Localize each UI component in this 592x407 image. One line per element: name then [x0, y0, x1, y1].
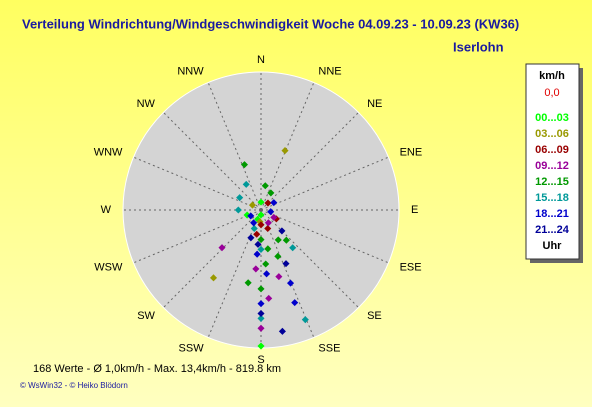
direction-line — [163, 112, 262, 211]
direction-line — [260, 209, 359, 308]
direction-label: ENE — [400, 147, 423, 159]
direction-line — [133, 156, 262, 211]
wind-point — [262, 260, 270, 268]
wind-point — [253, 250, 261, 258]
wind-point — [263, 270, 271, 278]
direction-label: SSE — [318, 342, 340, 354]
wind-point — [248, 201, 256, 209]
wind-point — [264, 245, 272, 253]
wind-point — [242, 180, 250, 188]
wind-point — [250, 219, 258, 227]
direction-label: NNE — [318, 65, 341, 77]
footer-stats: 168 Werte - Ø 1,0km/h - Max. 13,4km/h - … — [33, 363, 281, 375]
wind-point — [257, 245, 265, 253]
wind-point — [257, 324, 265, 332]
legend-label: 18...21 — [535, 208, 569, 220]
wind-point — [278, 327, 286, 335]
wind-point — [270, 199, 278, 207]
legend-label: 12...15 — [535, 176, 569, 188]
legend-label: 00...03 — [535, 112, 569, 124]
direction-label: NNW — [177, 65, 204, 77]
wind-point — [289, 244, 297, 252]
chart-subtitle: Iserlohn — [453, 39, 504, 54]
wind-point — [264, 219, 272, 227]
direction-label: WSW — [94, 261, 123, 273]
direction-label: SE — [367, 310, 382, 322]
direction-label: SW — [137, 310, 155, 322]
wind-point — [253, 230, 261, 238]
legend-label: 06...09 — [535, 144, 569, 156]
wind-point — [244, 279, 252, 287]
wind-point — [264, 199, 272, 207]
wind-point — [252, 265, 260, 273]
direction-label: WNW — [94, 147, 123, 159]
direction-label: E — [411, 204, 418, 216]
legend-title: km/h — [539, 70, 565, 82]
wind-point — [257, 211, 265, 219]
legend-label: 03...06 — [535, 128, 569, 140]
chart-title: Verteilung Windrichtung/Windgeschwindigk… — [22, 16, 519, 31]
wind-point — [291, 299, 299, 307]
wind-point — [234, 206, 242, 214]
wind-point — [261, 182, 269, 190]
wind-point — [278, 227, 286, 235]
direction-label: SSW — [179, 342, 205, 354]
direction-label: W — [101, 204, 112, 216]
direction-line — [163, 209, 262, 308]
direction-line — [260, 112, 359, 211]
legend-label: 09...12 — [535, 160, 569, 172]
wind-point — [301, 316, 309, 324]
direction-label: S — [257, 354, 264, 366]
legend-label: 15...18 — [535, 192, 569, 204]
wind-point — [287, 279, 295, 287]
wind-point — [257, 221, 265, 229]
wind-point — [275, 273, 283, 281]
direction-label: ESE — [400, 261, 422, 273]
wind-point — [250, 224, 258, 233]
direction-label: NW — [137, 98, 156, 110]
wind-point — [282, 260, 290, 268]
wind-point — [257, 236, 265, 244]
wind-point — [257, 309, 265, 318]
legend-label: 21...24 — [535, 224, 570, 236]
wind-point — [240, 161, 249, 169]
wind-point — [281, 147, 289, 155]
legend-calm: 0,0 — [544, 87, 559, 99]
wind-point — [209, 274, 218, 282]
wind-point — [236, 194, 244, 202]
copyright: © WsWin32 - © Heiko Blödorn — [20, 381, 128, 390]
wind-point — [267, 189, 275, 197]
legend-box — [525, 63, 580, 260]
wind-point — [257, 300, 265, 308]
wind-point — [257, 285, 265, 293]
wind-point — [257, 314, 265, 322]
wind-point — [274, 236, 282, 244]
wind-point — [264, 224, 272, 233]
direction-line — [133, 209, 262, 264]
wind-point — [254, 240, 262, 248]
wind-point — [257, 342, 265, 350]
wind-point — [247, 234, 255, 242]
wind-point — [270, 213, 278, 221]
wind-point — [218, 244, 226, 252]
direction-label: N — [257, 54, 265, 66]
wind-point — [274, 252, 282, 260]
direction-label: NE — [367, 98, 382, 110]
wind-point — [267, 208, 275, 216]
wind-point — [265, 294, 273, 302]
wind-point — [257, 198, 265, 206]
wind-point — [282, 236, 290, 244]
wind-point — [247, 212, 255, 220]
direction-line — [260, 82, 315, 211]
legend-footer: Uhr — [543, 240, 563, 252]
direction-line — [207, 82, 262, 211]
